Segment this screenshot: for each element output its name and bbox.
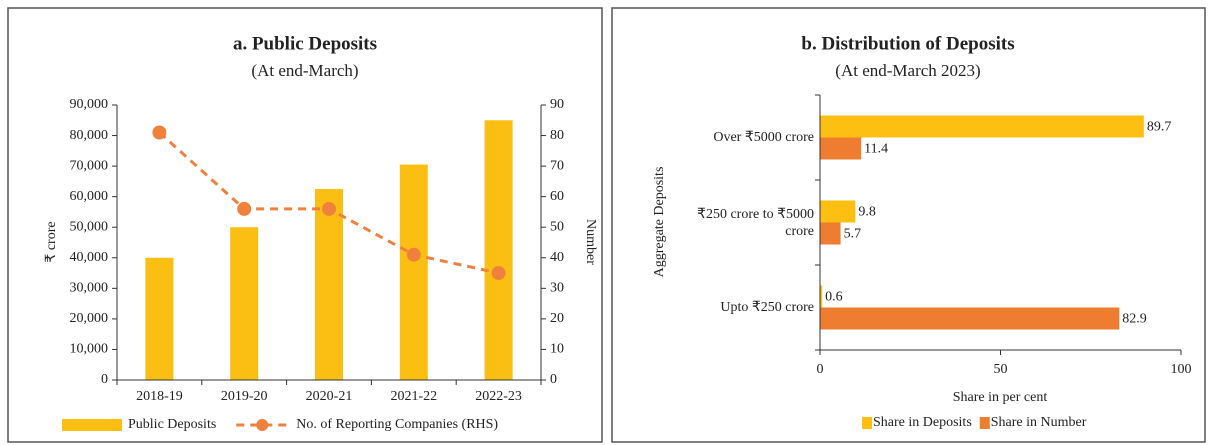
y-tick-label-box: Over ₹5000 crore [692,98,814,178]
value-label: 9.8 [858,205,876,220]
value-label: 0.6 [825,290,843,305]
y2-tick-label: 40 [550,250,564,265]
y-tick-label: Upto ₹250 crore [720,300,814,315]
legend-label: Share in Number [991,415,1087,430]
y-axis-label: Aggregate Deposits [652,167,667,278]
x-tick-label: 2022-23 [475,389,522,404]
legend-label: No. of Reporting Companies (RHS) [296,417,498,432]
legend-swatch [862,417,872,429]
bar [315,189,343,380]
x-tick-label: 2021-22 [390,389,437,404]
y-tick-label-box: Upto ₹250 crore [692,268,814,348]
bar [820,200,856,223]
y-tick-label: 30,000 [70,281,109,296]
chart-title: a. Public Deposits [233,33,377,54]
y2-tick-label: 80 [550,128,564,143]
x-tick-label: 2020-21 [306,389,353,404]
point [152,125,167,140]
bar [230,227,259,380]
bar [820,307,1120,330]
y2-tick-label: 60 [550,189,564,204]
x-axis-label: Share in per cent [953,390,1048,405]
y2-tick-label: 10 [550,342,564,357]
y2-tick-label: 0 [550,372,557,387]
bar [484,120,513,381]
y2-tick-label: 30 [550,281,564,296]
chart-subtitle: (At end-March 2023) [835,61,980,80]
y2-tick-label: 50 [550,219,564,234]
y-tick-label: 20,000 [70,311,109,326]
y2-axis-label: Number [583,219,598,265]
y-tick-label: 50,000 [70,219,109,234]
y-tick-label: ₹250 crore to ₹5000 crore [697,206,814,239]
y-tick-label-wrap: Upto ₹250 crore [692,268,814,348]
bar [820,285,823,308]
x-tick-label: 2018-19 [136,389,183,404]
y-tick-label-wrap: ₹250 crore to ₹5000 crore [692,183,814,263]
value-label: 82.9 [1122,312,1147,327]
panel-b [611,7,1206,443]
legend-swatch [979,417,990,429]
y-tick-label: 90,000 [70,97,109,112]
y-axis-label: ₹ crore [44,221,59,262]
bar [820,222,841,245]
y-tick-label: 40,000 [70,250,109,265]
y-tick-label-wrap: Over ₹5000 crore [692,98,814,178]
value-label: 89.7 [1147,120,1172,135]
point [491,266,506,281]
point [237,201,252,216]
legend-swatch [256,419,269,431]
bar [145,257,174,380]
y-tick-label: Over ₹5000 crore [713,130,814,145]
y-tick-label: 80,000 [70,128,109,143]
chart-title: b. Distribution of Deposits [801,33,1014,54]
bar [820,115,1144,138]
chart-subtitle: (At end-March) [251,61,358,80]
x-tick-label: 50 [994,362,1008,377]
legend-label: Share in Deposits [873,415,972,430]
x-tick-label: 2019-20 [221,389,268,404]
y-tick-label-box: ₹250 crore to ₹5000 crore [692,183,814,263]
y-tick-label: 70,000 [70,158,109,173]
panel-a [7,7,603,443]
bar [399,164,428,380]
x-tick-label: 0 [817,362,824,377]
y2-tick-label: 20 [550,311,564,326]
point [406,247,421,262]
legend-swatch [62,419,122,431]
value-label: 5.7 [844,227,862,242]
x-tick-label: 100 [1171,362,1192,377]
bar [820,137,862,160]
y2-tick-label: 90 [550,97,564,112]
legend-label: Public Deposits [128,417,216,432]
point [322,201,336,216]
y2-tick-label: 70 [550,158,564,173]
y-tick-label: 60,000 [70,189,109,204]
y-tick-label: 0 [101,372,108,387]
value-label: 11.4 [864,142,888,157]
y-tick-label: 10,000 [70,342,109,357]
